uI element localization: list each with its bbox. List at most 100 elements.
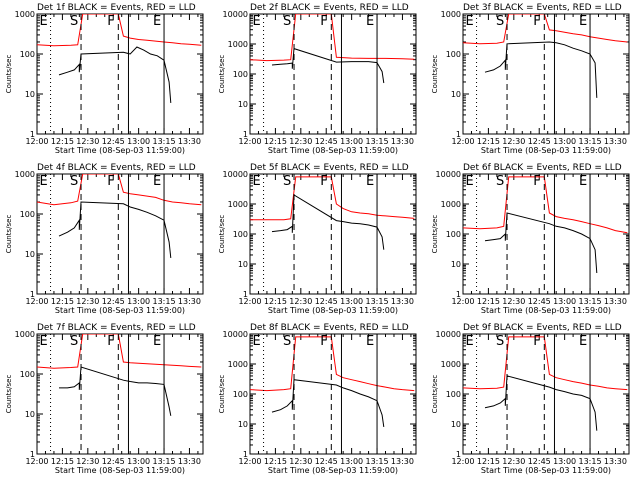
chart7-y-tick-label: 10 [25, 410, 35, 419]
chart1-y-tick-label: 1000 [15, 10, 35, 19]
chart2-title: Det 2f BLACK = Events, RED = LLD [250, 3, 409, 13]
chart1-x-tick-label: 13:15 [153, 137, 176, 146]
chart3-y-tick-label: 1 [456, 130, 461, 139]
chart7-x-tick-label: 12:00 [25, 457, 48, 466]
chart8-x-tick-label: 13:00 [340, 457, 363, 466]
chart5-y-tick-label: 100 [233, 230, 248, 239]
chart8-marker-letter: F [320, 334, 327, 349]
chart4-marker-letter: E [40, 174, 48, 189]
chart9-x-tick-label: 12:45 [528, 457, 551, 466]
chart2-marker-letter: E [253, 14, 261, 29]
chart7-x-tick-label: 12:45 [102, 457, 125, 466]
chart4-plot-frame [36, 173, 204, 295]
chart7-marker-letter: E [40, 334, 48, 349]
chart5-x-tick-label: 12:45 [315, 297, 338, 306]
chart3-x-tick-label: 12:00 [451, 137, 474, 146]
chart8-x-axis-label: Start Time (08-Sep-03 11:59:00) [268, 466, 398, 475]
chart2-x-tick-label: 13:15 [366, 137, 389, 146]
chart5-marker-letter: S [283, 174, 291, 189]
chart6-y-tick-label: 10000 [436, 170, 461, 179]
chart2-x-tick-label: 12:00 [238, 137, 261, 146]
chart9-y-tick-label: 10 [451, 420, 461, 429]
chart8-y-axis-label: Counts/sec [218, 375, 226, 414]
chart-panel-1: Det 1f BLACK = Events, RED = LLD 1 10 100 10… [5, 3, 204, 155]
chart9-x-tick-label: 12:15 [477, 457, 500, 466]
chart-panel-7: Det 7f BLACK = Events, RED = LLD 1 10 100 10… [5, 323, 204, 475]
chart3-x-tick-label: 12:15 [477, 137, 500, 146]
chart3-x-tick-label: 12:30 [502, 137, 525, 146]
chart5-y-tick-label: 10000 [223, 170, 248, 179]
chart3-marker-letter: F [533, 14, 540, 29]
chart9-y-axis-label: Counts/sec [431, 375, 439, 414]
chart9-y-tick-label: 1000 [441, 360, 461, 369]
chart2-events-series-line [271, 47, 385, 84]
chart1-x-tick-label: 13:30 [178, 137, 201, 146]
chart4-x-tick-label: 12:15 [51, 297, 74, 306]
chart4-y-axis-label: Counts/sec [5, 215, 13, 254]
chart1-marker-letter: E [40, 14, 48, 29]
chart6-y-tick-label: 100 [446, 230, 461, 239]
chart9-y-tick-label: 10000 [436, 330, 461, 339]
chart7-x-tick-label: 13:15 [153, 457, 176, 466]
chart2-y-tick-label: 10 [238, 100, 248, 109]
chart4-x-tick-label: 12:00 [25, 297, 48, 306]
chart1-x-tick-label: 12:30 [76, 137, 99, 146]
chart3-y-tick-label: 100 [446, 50, 461, 59]
chart8-y-tick-label: 1000 [228, 360, 248, 369]
chart3-x-tick-label: 12:45 [528, 137, 551, 146]
chart6-x-tick-label: 13:15 [579, 297, 602, 306]
chart5-events-series-line [271, 194, 385, 250]
chart5-lld-series-line [250, 176, 415, 221]
chart1-events-series-line [58, 46, 172, 103]
chart9-x-tick-label: 13:30 [604, 457, 627, 466]
chart6-y-tick-label: 1 [456, 290, 461, 299]
chart6-x-axis-label: Start Time (08-Sep-03 11:59:00) [481, 306, 611, 315]
chart2-marker-letter: S [283, 14, 291, 29]
chart5-marker-letter: E [253, 174, 261, 189]
chart4-events-series-line [58, 201, 172, 258]
chart-panel-5: Det 5f BLACK = Events, RED = LLD 1 10 100 10… [218, 163, 417, 315]
chart6-x-tick-label: 12:00 [451, 297, 474, 306]
chart8-x-tick-label: 12:00 [238, 457, 261, 466]
chart9-y-tick-label: 100 [446, 390, 461, 399]
chart7-x-axis-label: Start Time (08-Sep-03 11:59:00) [55, 466, 185, 475]
chart7-lld-series-line [37, 334, 202, 369]
chart7-marker-letter: E [153, 334, 161, 349]
chart-panel-8: Det 8f BLACK = Events, RED = LLD 1 10 100 10… [218, 323, 417, 475]
chart8-y-tick-label: 100 [233, 390, 248, 399]
chart8-lld-series-line [250, 336, 415, 392]
chart6-events-series-line [484, 212, 598, 274]
chart4-marker-letter: F [107, 174, 114, 189]
chart1-x-tick-label: 12:45 [102, 137, 125, 146]
chart2-y-axis-label: Counts/sec [218, 55, 226, 94]
chart8-y-tick-label: 1 [243, 450, 248, 459]
chart8-y-tick-label: 10000 [223, 330, 248, 339]
chart6-x-tick-label: 12:15 [477, 297, 500, 306]
chart3-events-series-line [484, 41, 598, 98]
chart9-marker-letter: F [533, 334, 540, 349]
chart6-x-tick-label: 13:00 [553, 297, 576, 306]
chart4-y-tick-label: 1 [30, 290, 35, 299]
chart3-x-axis-label: Start Time (08-Sep-03 11:59:00) [481, 146, 611, 155]
chart1-x-axis-label: Start Time (08-Sep-03 11:59:00) [55, 146, 185, 155]
chart9-events-series-line [484, 375, 598, 431]
chart2-x-tick-label: 12:45 [315, 137, 338, 146]
chart3-y-tick-label: 10 [451, 90, 461, 99]
chart7-marker-letter: S [70, 334, 78, 349]
chart1-marker-letter: S [70, 14, 78, 29]
chart-panel-9: Det 9f BLACK = Events, RED = LLD 1 10 100 10… [431, 323, 630, 475]
chart7-y-tick-label: 100 [20, 370, 35, 379]
chart5-title: Det 5f BLACK = Events, RED = LLD [250, 163, 409, 173]
chart7-x-tick-label: 13:30 [178, 457, 201, 466]
chart7-y-tick-label: 1 [30, 450, 35, 459]
chart2-x-tick-label: 13:30 [391, 137, 414, 146]
chart4-x-tick-label: 12:30 [76, 297, 99, 306]
chart6-marker-letter: F [533, 174, 540, 189]
chart1-y-tick-label: 10 [25, 90, 35, 99]
chart4-x-tick-label: 13:15 [153, 297, 176, 306]
chart4-x-tick-label: 13:00 [127, 297, 150, 306]
chart5-plot-frame [249, 173, 417, 295]
chart1-y-tick-label: 1 [30, 130, 35, 139]
chart8-events-series-line [271, 379, 385, 427]
